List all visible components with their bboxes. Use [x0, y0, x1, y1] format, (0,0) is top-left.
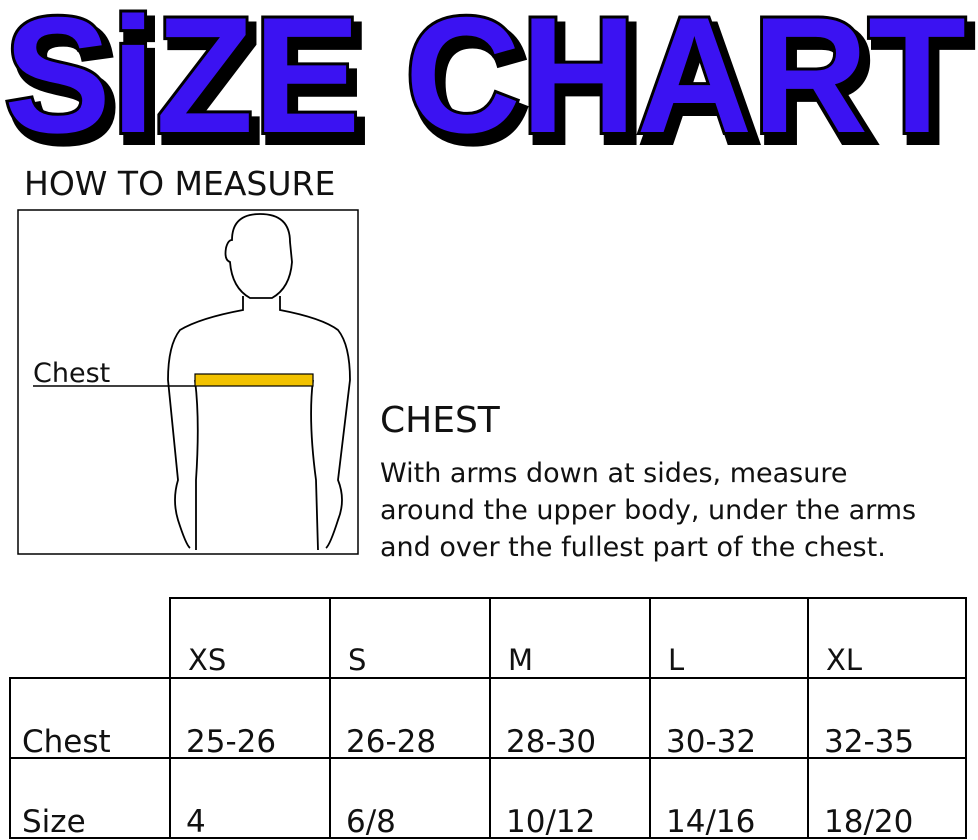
table-value: 26-28	[346, 724, 436, 760]
table-value: 6/8	[346, 804, 396, 840]
table-cell	[807, 757, 967, 839]
description-line: With arms down at sides, measure	[380, 458, 847, 489]
table-value: 28-30	[506, 724, 596, 760]
measuring-tape	[194, 373, 314, 387]
table-value: 4	[186, 804, 206, 840]
size-header: XL	[826, 643, 862, 677]
size-header: XS	[188, 643, 226, 677]
table-value: 10/12	[506, 804, 595, 840]
title-group: SiZE CHART SiZE CHART	[1, 0, 977, 180]
section-heading: CHEST	[380, 400, 501, 441]
body-outline	[167, 213, 351, 551]
table-value: 14/16	[666, 804, 755, 840]
row-label: Size	[22, 804, 86, 840]
description-line: around the upper body, under the arms	[380, 495, 916, 526]
size-header: M	[508, 643, 533, 677]
title: SiZE CHART	[4, 0, 966, 167]
description-line: and over the fullest part of the chest.	[380, 532, 886, 563]
table-value: 30-32	[666, 724, 756, 760]
size-header: L	[668, 643, 684, 677]
row-label: Chest	[22, 724, 111, 760]
size-header: S	[348, 643, 366, 677]
how-to-measure-heading: HOW TO MEASURE	[24, 164, 335, 203]
figure-label: Chest	[33, 358, 110, 389]
table-value: 18/20	[824, 804, 913, 840]
table-value: 25-26	[186, 724, 276, 760]
table-value: 32-35	[824, 724, 914, 760]
title-shadow: SiZE CHART	[10, 0, 972, 175]
